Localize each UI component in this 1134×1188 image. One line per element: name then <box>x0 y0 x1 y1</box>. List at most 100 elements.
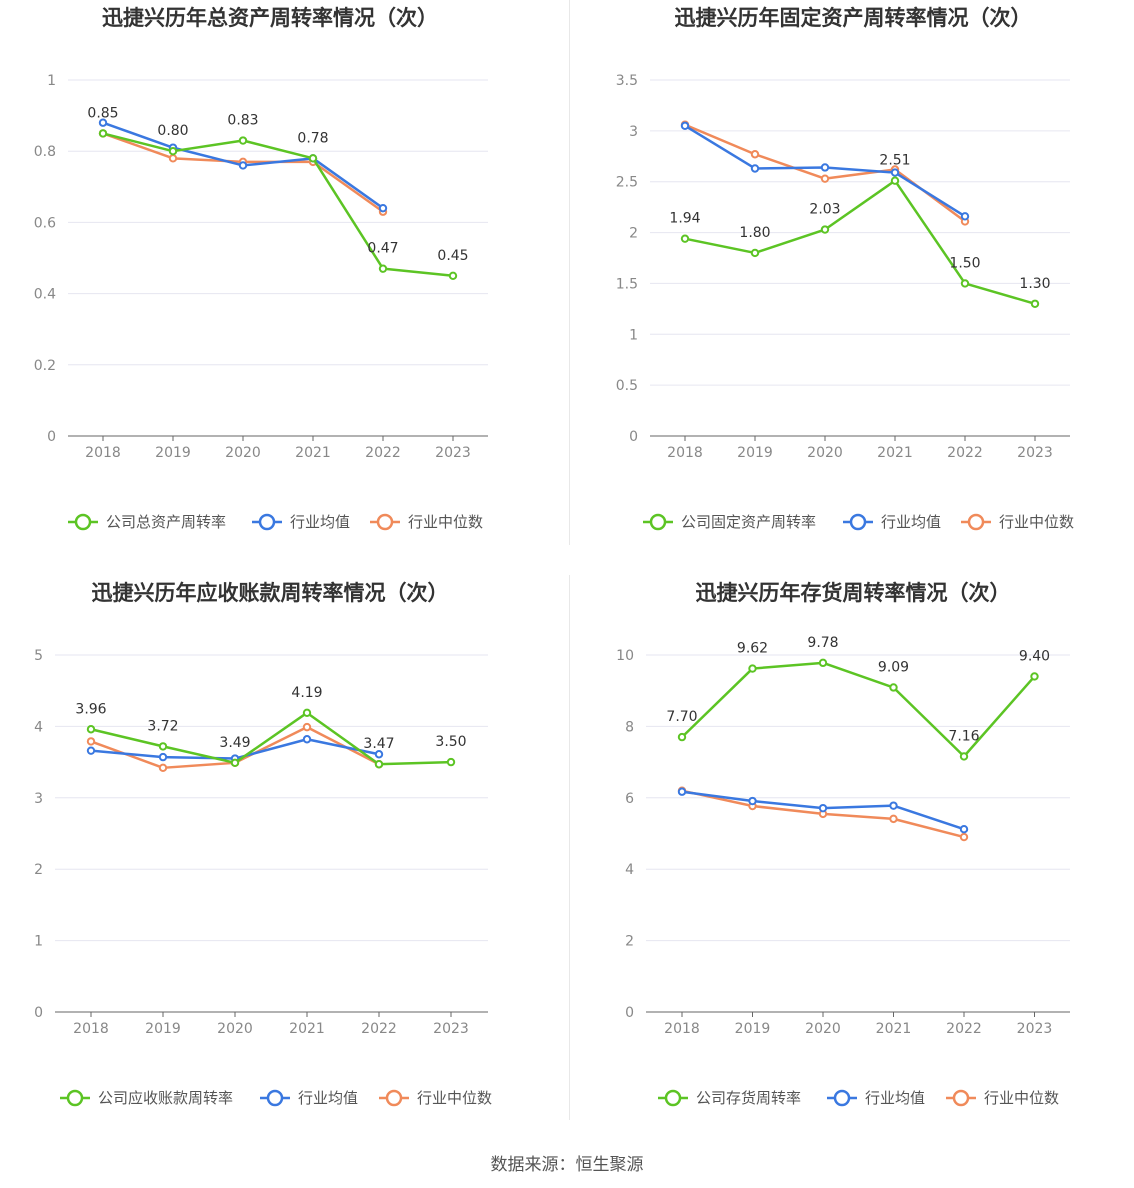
data-point[interactable] <box>750 150 760 159</box>
data-point[interactable] <box>890 176 900 185</box>
data-point[interactable] <box>680 234 690 243</box>
x-tick-label: 2019 <box>145 1021 181 1037</box>
data-point[interactable] <box>750 164 760 173</box>
data-point[interactable] <box>302 735 312 744</box>
data-point[interactable] <box>677 787 687 796</box>
y-tick-label: 2 <box>625 934 634 950</box>
data-point[interactable] <box>158 763 168 773</box>
panel-divider-bottom <box>569 575 570 1120</box>
data-point[interactable] <box>820 225 830 234</box>
data-point[interactable] <box>446 757 456 767</box>
data-point[interactable] <box>448 271 458 280</box>
data-point[interactable] <box>960 212 970 221</box>
data-point[interactable] <box>889 683 898 692</box>
data-label: 9.78 <box>807 635 838 651</box>
legend-item-0[interactable]: 公司总资产周转率 <box>68 513 226 531</box>
data-label: 4.19 <box>291 685 322 701</box>
data-point[interactable] <box>98 129 108 138</box>
data-point[interactable] <box>820 174 830 183</box>
legend-item-1[interactable]: 行业均值 <box>843 513 941 531</box>
legend-item-2[interactable]: 行业中位数 <box>370 513 483 531</box>
legend-item-2[interactable]: 行业中位数 <box>379 1089 492 1107</box>
legend-marker-icon <box>66 1089 84 1107</box>
data-point[interactable] <box>86 746 96 755</box>
legend-item-1[interactable]: 行业均值 <box>252 513 350 531</box>
y-tick-label: 2 <box>629 226 638 242</box>
data-point[interactable] <box>168 154 178 163</box>
y-tick-label: 0 <box>47 429 56 445</box>
data-point[interactable] <box>374 760 384 769</box>
data-point[interactable] <box>158 742 168 751</box>
x-tick-label: 2023 <box>433 1021 469 1037</box>
data-point[interactable] <box>86 737 96 746</box>
legend-label: 行业均值 <box>290 513 350 531</box>
series-line-0 <box>681 661 1036 758</box>
data-point[interactable] <box>889 801 898 810</box>
x-tick-label: 2021 <box>876 1021 912 1037</box>
x-tick-label: 2018 <box>664 1021 700 1037</box>
legend-item-2[interactable]: 行业中位数 <box>961 513 1074 531</box>
data-point[interactable] <box>98 118 108 127</box>
y-tick-label: 0.8 <box>34 144 56 160</box>
data-point[interactable] <box>889 814 898 824</box>
legend-item-1[interactable]: 行业均值 <box>827 1089 925 1107</box>
y-tick-label: 5 <box>34 648 43 664</box>
data-point[interactable] <box>959 825 969 834</box>
legend-marker-icon <box>385 1089 403 1107</box>
series-line-0 <box>684 179 1036 305</box>
x-tick-label: 2021 <box>289 1021 325 1037</box>
data-point[interactable] <box>378 203 388 213</box>
x-tick-label: 2023 <box>435 445 471 461</box>
legend-item-0[interactable]: 公司固定资产周转率 <box>643 513 816 531</box>
y-tick-label: 2 <box>34 862 43 878</box>
data-label: 1.30 <box>1019 276 1050 292</box>
x-tick-label: 2019 <box>735 1021 771 1037</box>
legend-marker-icon <box>74 513 92 531</box>
data-label: 3.96 <box>75 701 106 717</box>
y-tick-label: 1 <box>629 327 638 343</box>
legend-item-1[interactable]: 行业均值 <box>260 1089 358 1107</box>
data-point[interactable] <box>158 752 168 762</box>
data-label: 0.45 <box>437 248 468 264</box>
legend-label: 公司存货周转率 <box>696 1089 801 1107</box>
x-tick-label: 2022 <box>946 1021 982 1037</box>
data-point[interactable] <box>748 796 757 806</box>
data-point[interactable] <box>960 279 970 288</box>
data-point[interactable] <box>959 752 969 761</box>
y-tick-label: 10 <box>616 648 634 664</box>
data-point[interactable] <box>302 708 312 718</box>
y-tick-label: 0.6 <box>34 215 56 231</box>
data-point[interactable] <box>230 758 240 768</box>
chart-title: 迅捷兴历年总资产周转率情况（次） <box>102 6 438 30</box>
data-label: 3.49 <box>219 735 250 751</box>
data-point[interactable] <box>890 168 900 177</box>
data-point[interactable] <box>238 136 248 145</box>
data-point[interactable] <box>308 154 318 163</box>
legend-label: 行业均值 <box>881 513 941 531</box>
data-point[interactable] <box>238 161 248 170</box>
data-point[interactable] <box>374 750 384 759</box>
data-point[interactable] <box>818 803 828 813</box>
legend-item-2[interactable]: 行业中位数 <box>946 1089 1059 1107</box>
data-point[interactable] <box>378 264 388 273</box>
legend-item-0[interactable]: 公司应收账款周转率 <box>60 1089 233 1107</box>
data-point[interactable] <box>86 725 96 734</box>
data-point[interactable] <box>1030 672 1039 681</box>
data-point[interactable] <box>748 664 757 673</box>
chart-title: 迅捷兴历年固定资产周转率情况（次） <box>675 6 1032 30</box>
data-point[interactable] <box>820 163 830 172</box>
data-point[interactable] <box>168 147 178 156</box>
legend-label: 公司总资产周转率 <box>106 513 226 531</box>
data-point[interactable] <box>680 121 690 130</box>
data-point[interactable] <box>818 658 828 668</box>
y-tick-label: 3 <box>629 124 638 140</box>
data-point[interactable] <box>302 722 312 732</box>
y-tick-label: 8 <box>625 719 634 735</box>
legend-item-0[interactable]: 公司存货周转率 <box>658 1089 801 1107</box>
data-point[interactable] <box>750 248 760 258</box>
y-tick-label: 0 <box>629 429 638 445</box>
data-point[interactable] <box>1030 299 1040 308</box>
data-point[interactable] <box>959 832 969 842</box>
data-point[interactable] <box>677 732 687 742</box>
y-tick-label: 0.2 <box>34 358 56 374</box>
